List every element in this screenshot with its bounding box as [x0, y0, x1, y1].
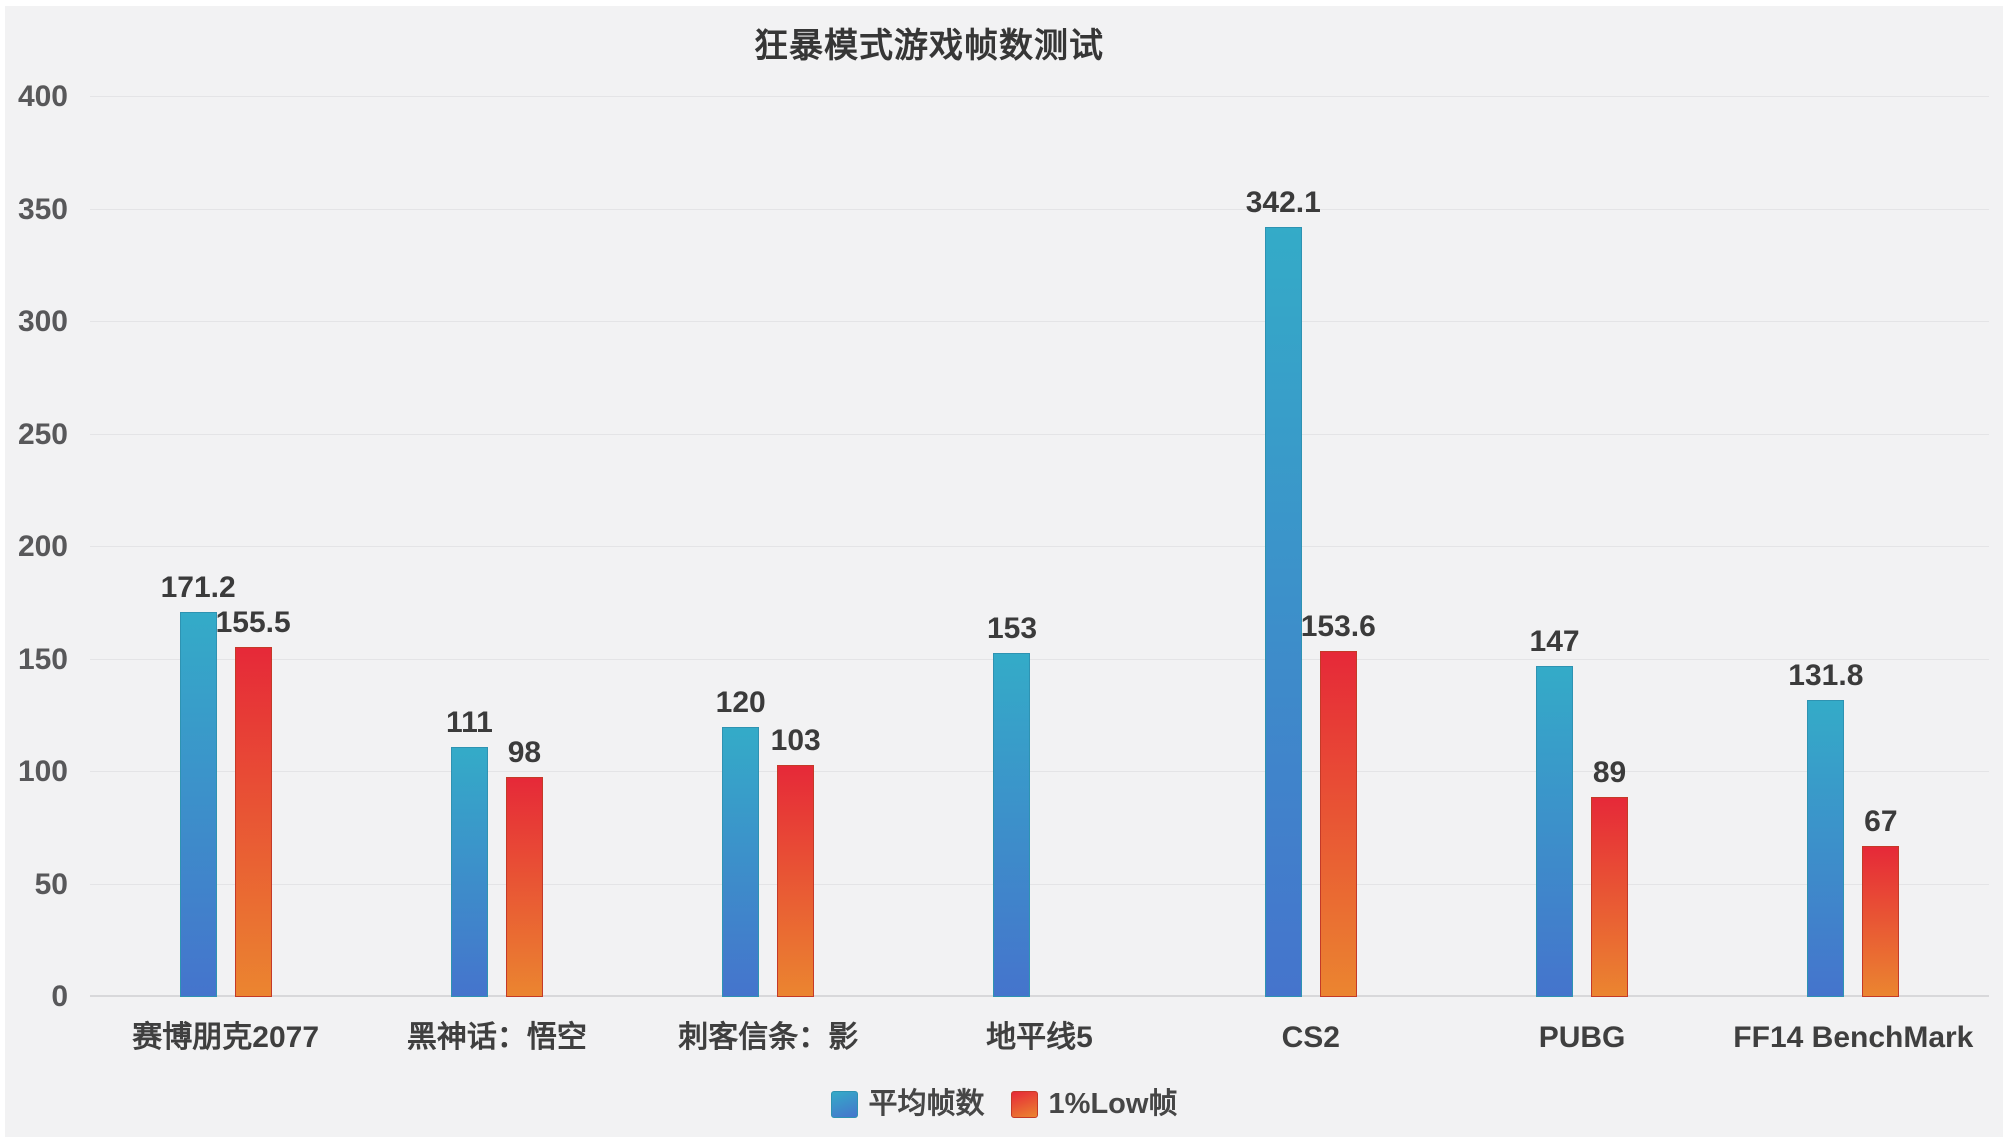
gridline: [90, 771, 1989, 772]
x-axis-category-label: 赛博朋克2077: [132, 1021, 320, 1054]
bar-pair: 153: [904, 97, 1175, 997]
gridline: [90, 208, 1989, 210]
bar-pair: 131.8 67: [1718, 97, 1989, 997]
average-fps-bar: [179, 611, 217, 997]
legend-item: 平均帧数: [830, 1088, 985, 1120]
bar-slot: 171.2: [161, 572, 236, 997]
bar-slot: 153.6: [1301, 612, 1376, 997]
data-value-label: 155.5: [215, 606, 291, 640]
average-fps-bar: [1536, 666, 1574, 997]
category-group: 111 98 黑神话：悟空: [361, 97, 632, 1053]
legend-swatch-one-percent-low: [1010, 1091, 1038, 1118]
one-percent-low-bar: [505, 776, 543, 997]
one-percent-low-bar: [1319, 651, 1357, 997]
y-axis-tick-label: 200: [17, 530, 68, 563]
legend-label: 1%Low帧: [1048, 1088, 1178, 1120]
one-percent-low-bar: [234, 647, 272, 997]
data-value-label: 171.2: [160, 570, 236, 604]
bar-slot: 120: [716, 688, 766, 997]
x-axis-category-label: 地平线5: [986, 1021, 1093, 1054]
category-group: 147 89 PUBG: [1446, 97, 1717, 1053]
average-fps-bar: [1807, 700, 1845, 997]
gridline: [90, 433, 1989, 435]
bar-pair: 342.1 153.6: [1175, 97, 1446, 997]
one-percent-low-bar: [777, 765, 815, 997]
average-fps-bar: [993, 652, 1031, 997]
legend-label: 平均帧数: [868, 1088, 985, 1120]
bar-slot: 153: [987, 613, 1037, 997]
chart-title: 狂暴模式游戏帧数测试: [754, 27, 1104, 65]
data-value-label: 147: [1529, 625, 1580, 659]
plot-area: 0 50 100 150 200 250 300 350 400 171.2 155.5 赛博朋克20…: [18, 82, 1989, 1053]
data-value-label: 153: [986, 611, 1038, 645]
bar-slot: 98: [505, 737, 543, 997]
gridline: [90, 321, 1989, 322]
bar-slot: 103: [771, 726, 821, 997]
gridline: [90, 546, 1989, 547]
y-axis-tick-label: 300: [17, 305, 68, 338]
category-group: 342.1 153.6 CS2: [1175, 97, 1446, 1053]
gridline: [90, 658, 1989, 660]
legend: 平均帧数 1%Low帧: [5, 1090, 2003, 1119]
y-axis-tick-label: 250: [17, 417, 68, 451]
average-fps-bar: [1264, 227, 1302, 997]
one-percent-low-bar: [1862, 846, 1900, 997]
y-axis-tick-label: 0: [51, 980, 68, 1013]
x-axis-category-label: 黑神话：悟空: [406, 1021, 587, 1054]
bar-slot: 147: [1530, 627, 1580, 997]
x-axis-category-label: CS2: [1281, 1021, 1340, 1054]
data-value-label: 153.6: [1300, 610, 1376, 644]
average-fps-bar: [722, 727, 760, 997]
x-axis-category-label: FF14 BenchMark: [1733, 1021, 1974, 1054]
y-axis-tick-label: 350: [17, 192, 68, 226]
legend-item: 1%Low帧: [1010, 1088, 1178, 1120]
legend-swatch-average-fps: [830, 1091, 858, 1118]
bar-slot: 155.5: [216, 608, 291, 997]
data-value-label: 111: [446, 706, 493, 740]
data-value-label: 67: [1864, 805, 1898, 839]
x-axis-baseline: [90, 995, 1989, 997]
data-value-label: 342.1: [1245, 186, 1321, 220]
data-value-label: 120: [715, 686, 766, 719]
data-value-label: 131.8: [1788, 659, 1864, 693]
bar-pair: 120 103: [633, 97, 904, 997]
bar-slot: 111: [446, 708, 493, 997]
bar-slot: 131.8: [1788, 661, 1863, 997]
category-group: 120 103 刺客信条：影: [633, 97, 904, 1053]
y-axis-tick-label: 400: [17, 80, 68, 113]
x-axis-category-label: PUBG: [1538, 1021, 1626, 1054]
bar-slot: 89: [1591, 757, 1629, 997]
data-value-label: 89: [1592, 755, 1627, 789]
bar-slot: 67: [1862, 807, 1900, 997]
gridline: [90, 96, 1989, 97]
data-value-label: 98: [507, 735, 542, 769]
y-axis-tick-label: 50: [34, 867, 68, 901]
y-axis-tick-label: 100: [17, 755, 68, 788]
bar-slot: 342.1: [1246, 188, 1321, 997]
average-fps-bar: [450, 747, 488, 997]
y-axis-tick-label: 150: [17, 642, 68, 676]
one-percent-low-bar: [1591, 796, 1629, 997]
data-value-label: 103: [770, 724, 821, 758]
chart-canvas: 狂暴模式游戏帧数测试 0 50 100 150 200 250 300 350 400 171.2…: [5, 6, 2003, 1137]
bar-pair: 171.2 155.5: [90, 97, 361, 997]
x-axis-category-label: 刺客信条：影: [678, 1021, 859, 1054]
category-group: 153 地平线5: [904, 97, 1175, 1052]
gridline: [90, 883, 1989, 885]
bar-pair: 147 89: [1446, 97, 1717, 997]
category-group: 171.2 155.5 赛博朋克2077: [90, 97, 361, 1052]
bar-pair: 111 98: [361, 97, 632, 997]
category-group: 131.8 67 FF14 BenchMark: [1718, 97, 1989, 1053]
